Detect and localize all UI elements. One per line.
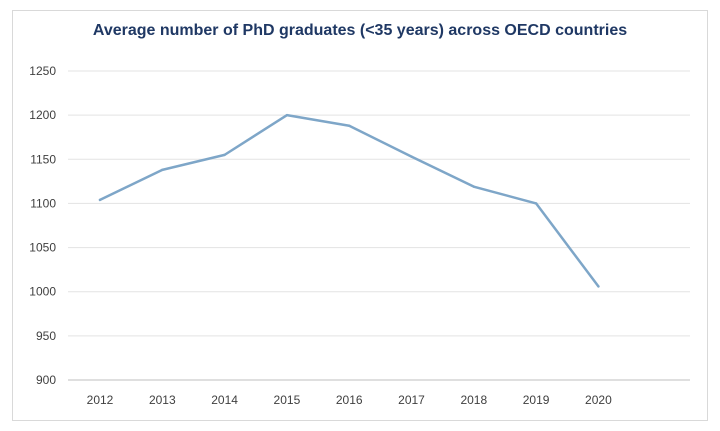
y-tick-label: 1000 [29,285,56,299]
x-tick-label: 2015 [274,393,301,407]
x-tick-label: 2020 [585,393,612,407]
y-tick-label: 900 [36,373,56,387]
series-line [98,113,600,288]
x-tick-label: 2012 [87,393,114,407]
data-point-2017 [410,155,413,158]
data-point-2019 [534,202,538,205]
y-tick-label: 1250 [29,64,56,78]
x-tick-label: 2016 [336,393,363,407]
y-tick-label: 1200 [29,108,56,122]
x-tick-label: 2019 [523,393,550,407]
x-tick-label: 2017 [398,393,425,407]
x-tick-label: 2013 [149,393,176,407]
chart-title: Average number of PhD graduates (<35 yea… [92,22,628,39]
data-point-2013 [161,168,164,172]
data-point-2014 [223,153,226,157]
data-point-2015 [285,113,289,117]
y-tick-label: 1100 [30,196,56,210]
data-point-2016 [348,124,351,127]
chart-frame [12,10,708,421]
y-tick-label: 950 [36,329,56,343]
data-point-2018 [472,185,475,188]
y-tick-label: 1150 [30,152,56,166]
data-point-2020 [597,285,600,288]
y-tick-label: 1050 [29,241,56,255]
x-tick-label: 2018 [460,393,487,407]
data-point-2012 [98,198,102,202]
x-tick-label: 2014 [211,393,238,407]
